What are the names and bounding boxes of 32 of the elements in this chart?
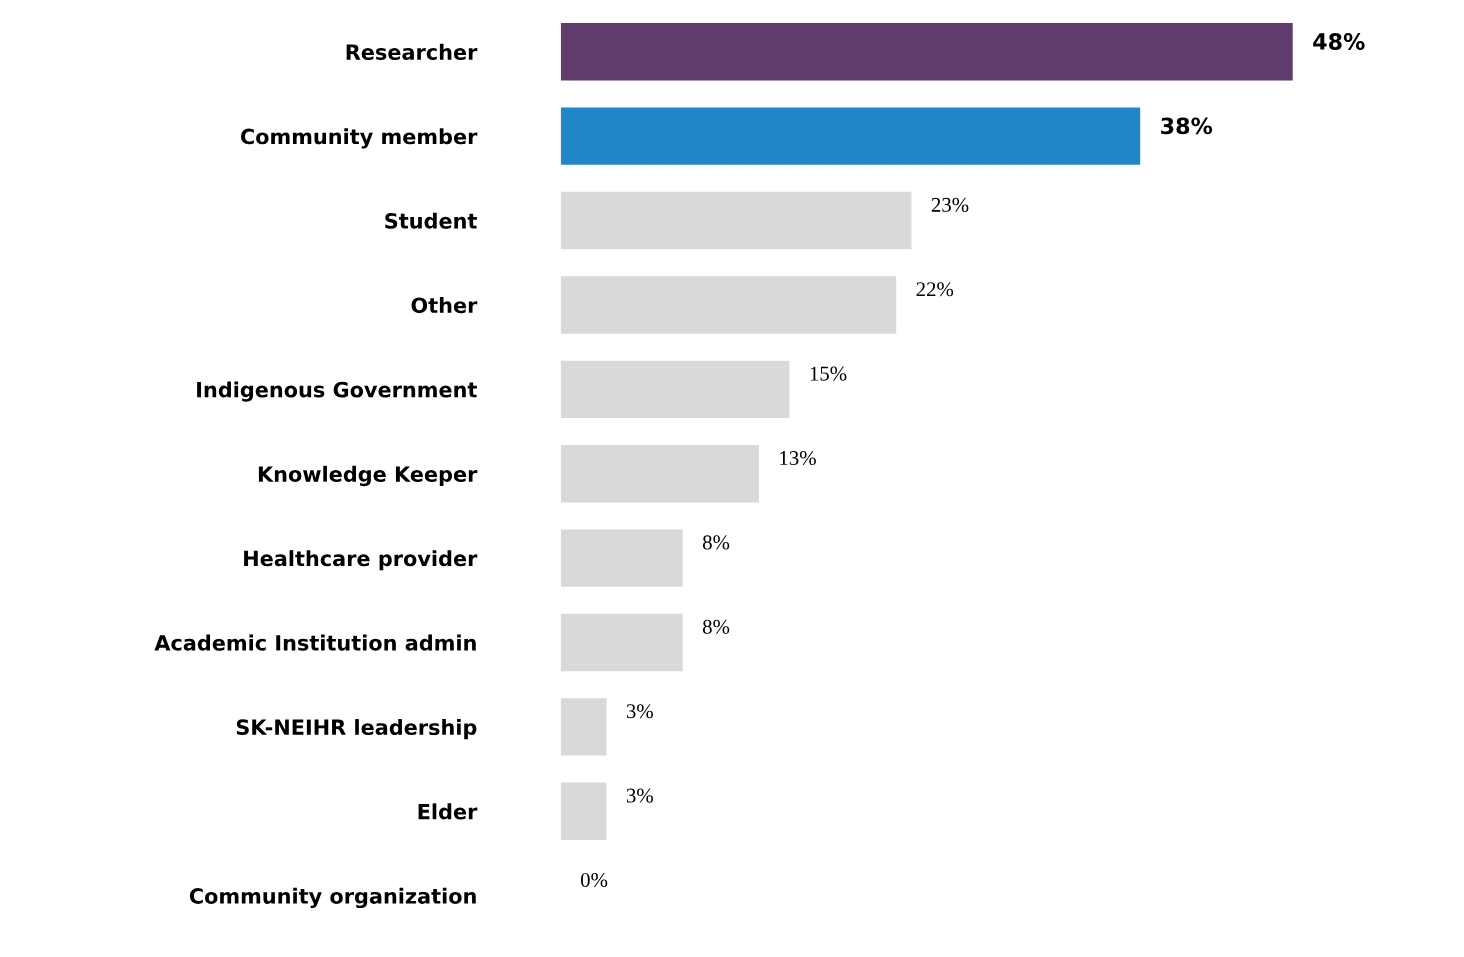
- y-tick-label: Researcher: [346, 43, 478, 60]
- data-label: 15%: [810, 366, 847, 381]
- bar: [560, 613, 683, 672]
- bar: [560, 276, 897, 334]
- bar: [560, 191, 912, 250]
- data-label: 8%: [702, 619, 730, 634]
- y-tick-label: Healthcare provider: [244, 550, 478, 571]
- y-tick-label: Elder: [418, 803, 478, 820]
- bar: [560, 782, 607, 840]
- data-label: 48%: [1313, 33, 1365, 50]
- data-label: 0%: [580, 872, 608, 888]
- data-label: 22%: [916, 282, 954, 297]
- y-tick-label: Other: [411, 297, 478, 314]
- y-tick-label: Indigenous Government: [197, 381, 477, 402]
- bar: [560, 360, 790, 419]
- bar: [560, 107, 1141, 165]
- data-label: 3%: [626, 704, 653, 719]
- bar: [560, 445, 759, 503]
- y-tick-label: Student: [385, 212, 477, 229]
- y-tick-label: Knowledge Keeper: [258, 465, 478, 487]
- y-tick-label: Academic Institution admin: [154, 634, 476, 651]
- y-tick-label: Community organization: [189, 887, 476, 909]
- y-tick-label: Community member: [240, 128, 478, 149]
- bar: [560, 529, 683, 587]
- data-label: 38%: [1161, 117, 1213, 135]
- bar: [560, 23, 1293, 81]
- data-label: 3%: [626, 788, 653, 803]
- y-tick-label: SK-NEIHR leadership: [236, 718, 477, 740]
- bar: [560, 698, 607, 756]
- data-label: 13%: [780, 450, 816, 466]
- data-label: 8%: [702, 535, 730, 550]
- data-label: 23%: [931, 197, 969, 212]
